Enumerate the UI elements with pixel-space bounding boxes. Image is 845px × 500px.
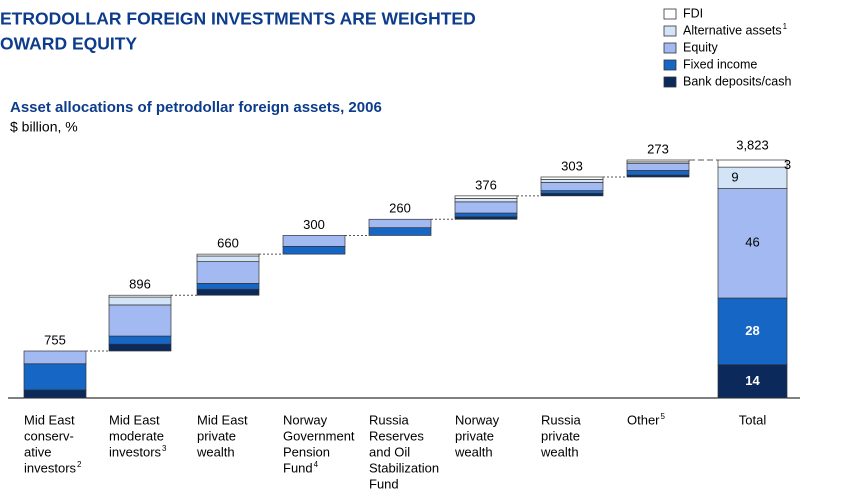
x-tick-label: investors xyxy=(24,460,77,475)
legend-swatch xyxy=(663,8,677,20)
bar-segment xyxy=(108,335,172,345)
footnote-mark: 3 xyxy=(162,444,167,453)
legend-label: Fixed income xyxy=(683,57,757,71)
x-tick-label: Fund xyxy=(283,460,313,475)
total-share-label: 9 xyxy=(731,169,738,184)
bar-segment xyxy=(368,218,432,229)
total-segment xyxy=(717,166,788,189)
x-tick-label: Other xyxy=(627,412,660,427)
x-tick-label: private xyxy=(541,428,580,443)
bar-segment xyxy=(368,227,432,236)
bar-segment xyxy=(454,216,518,220)
bar-segment xyxy=(540,182,604,191)
total-share-label: 3 xyxy=(784,157,791,172)
bar-segment xyxy=(454,201,518,214)
bar-total-label: 660 xyxy=(217,236,239,251)
x-tick-label: Norway xyxy=(455,412,500,427)
footnote-mark: 2 xyxy=(77,460,82,469)
x-tick-label: private xyxy=(455,428,494,443)
bar-segment xyxy=(540,179,604,183)
bar-segment xyxy=(454,197,518,203)
total-share-label: 14 xyxy=(745,373,760,388)
bar-segment xyxy=(196,253,260,257)
bar-segment xyxy=(108,343,172,352)
footnote-mark: 1 xyxy=(783,22,788,31)
footnote-mark: 4 xyxy=(314,460,319,469)
bar-total-label: 755 xyxy=(44,332,66,347)
x-tick-label: Total xyxy=(739,412,767,427)
x-tick-label: Reserves xyxy=(369,428,424,443)
legend-swatch xyxy=(663,25,677,37)
legend-swatch xyxy=(663,42,677,54)
bar-segment xyxy=(108,294,172,298)
x-tick-label: Stabilization xyxy=(369,460,439,475)
x-tick-label: investors xyxy=(109,444,162,459)
x-tick-label: wealth xyxy=(454,444,493,459)
x-tick-label: Mid East xyxy=(24,412,75,427)
bar-segment xyxy=(454,212,518,218)
legend-swatch xyxy=(663,76,677,88)
bar-total-label: 300 xyxy=(303,217,325,232)
chart-title: ETRODOLLAR FOREIGN INVESTMENTS ARE WEIGH… xyxy=(0,9,476,29)
bar-total-label: 273 xyxy=(647,141,669,156)
x-tick-label: Mid East xyxy=(109,412,160,427)
bar-segment xyxy=(626,170,690,176)
total-share-label: 46 xyxy=(745,235,759,250)
total-segment xyxy=(717,297,788,366)
bar-segment xyxy=(23,363,87,391)
bar-segment xyxy=(196,283,260,290)
total-value-label: 3,823 xyxy=(736,137,769,152)
x-tick-label: Russia xyxy=(541,412,582,427)
bar-total-label: 376 xyxy=(475,177,497,192)
x-tick-label: Pension xyxy=(283,444,330,459)
total-segment xyxy=(717,159,788,168)
bar-segment xyxy=(23,350,87,365)
legend-label: Equity xyxy=(683,40,718,54)
legend-label: Alternative assets xyxy=(683,23,782,37)
legend-label: Bank deposits/cash xyxy=(683,74,791,88)
footnote-mark: 5 xyxy=(661,412,666,421)
bar-segment xyxy=(454,195,518,199)
bar-segment xyxy=(540,190,604,194)
total-segment xyxy=(717,188,788,299)
legend-label: FDI xyxy=(683,6,703,20)
bar-segment xyxy=(626,163,690,171)
chart-title: OWARD EQUITY xyxy=(0,34,137,54)
x-tick-label: wealth xyxy=(540,444,579,459)
bar-segment xyxy=(540,193,604,197)
subtitle: Asset allocations of petrodollar foreign… xyxy=(10,99,382,116)
x-tick-label: ative xyxy=(24,444,51,459)
total-segment xyxy=(717,364,788,399)
x-tick-label: Mid East xyxy=(197,412,248,427)
x-tick-label: and Oil xyxy=(369,444,410,459)
bar-total-label: 303 xyxy=(561,158,583,173)
bar-segment xyxy=(108,304,172,337)
bar-segment xyxy=(540,176,604,180)
bar-total-label: 896 xyxy=(129,277,151,292)
x-tick-label: private xyxy=(197,428,236,443)
x-tick-label: Russia xyxy=(369,412,410,427)
bar-segment xyxy=(108,296,172,306)
x-tick-label: moderate xyxy=(109,428,164,443)
bar-segment xyxy=(196,288,260,296)
total-share-label: 28 xyxy=(745,323,759,338)
unit-label: $ billion, % xyxy=(10,119,78,135)
bar-segment xyxy=(23,389,87,399)
bar-segment xyxy=(626,159,690,163)
x-tick-label: Norway xyxy=(283,412,328,427)
legend-swatch xyxy=(663,59,677,71)
bar-segment xyxy=(282,235,346,247)
x-tick-label: wealth xyxy=(196,444,235,459)
bar-segment xyxy=(196,261,260,284)
x-tick-label: Fund xyxy=(369,476,399,491)
bar-total-label: 260 xyxy=(389,201,411,216)
x-tick-label: Government xyxy=(283,428,355,443)
bar-segment xyxy=(282,245,346,255)
x-tick-label: conserv- xyxy=(24,428,74,443)
bar-segment xyxy=(196,255,260,262)
